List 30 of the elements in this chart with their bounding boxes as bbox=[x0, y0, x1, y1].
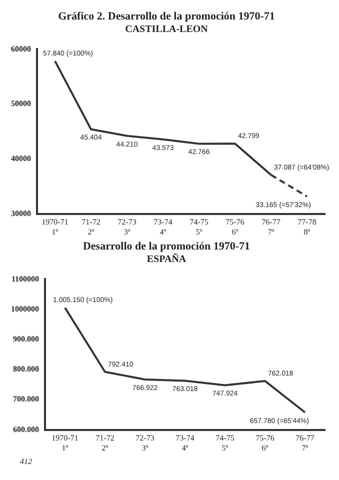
x-tick-label: 77-78 8º bbox=[298, 218, 316, 236]
y-tick-label: 60000 bbox=[11, 44, 31, 54]
y-tick-label: 700.000 bbox=[13, 394, 39, 404]
y-tick-label: 1100000 bbox=[11, 274, 39, 284]
x-tick-label: 73-74 4º bbox=[176, 434, 194, 452]
y-tick-label: 900.000 bbox=[13, 334, 39, 344]
y-tick-label: 800.000 bbox=[13, 364, 39, 374]
x-tick-label: 73-74 4º bbox=[154, 218, 172, 236]
x-tick-label: 1970-71 1º bbox=[42, 218, 68, 236]
x-tick-label: 1970-71 1º bbox=[52, 434, 78, 452]
x-tick-label: 75-76 6º bbox=[256, 434, 274, 452]
y-tick-label: 40000 bbox=[11, 154, 31, 163]
x-tick-label: 76-77 7º bbox=[262, 218, 280, 236]
x-tick-label: 71-72 2º bbox=[96, 434, 114, 452]
x-tick-label: 72-73 3º bbox=[118, 218, 136, 236]
chart-subtitle: ESPAÑA bbox=[146, 252, 187, 265]
text: 412 bbox=[20, 457, 32, 466]
x-tick-label: 72-73 3º bbox=[136, 434, 154, 452]
chart-title: Desarrollo de la promoción 1970-71 bbox=[82, 240, 250, 252]
chart-subtitle: CASTILLA-LEON bbox=[125, 24, 209, 35]
x-tick-label: 75-76 6º bbox=[226, 218, 244, 236]
y-tick-label: 50000 bbox=[11, 99, 31, 108]
x-tick-label: 76-77 7º bbox=[296, 434, 314, 452]
chart-title: Gráfico 2. Desarrollo de la promoción 1970-71 bbox=[58, 10, 275, 22]
y-tick-label: 600.000 bbox=[13, 424, 39, 434]
y-tick-label: 30000 bbox=[11, 208, 31, 218]
x-tick-label: 74-75 5º bbox=[190, 218, 208, 236]
x-tick-label: 71-72 2º bbox=[82, 218, 100, 236]
y-tick-label: 1000000 bbox=[11, 304, 39, 314]
x-tick-label: 74-75 5º bbox=[216, 434, 234, 452]
